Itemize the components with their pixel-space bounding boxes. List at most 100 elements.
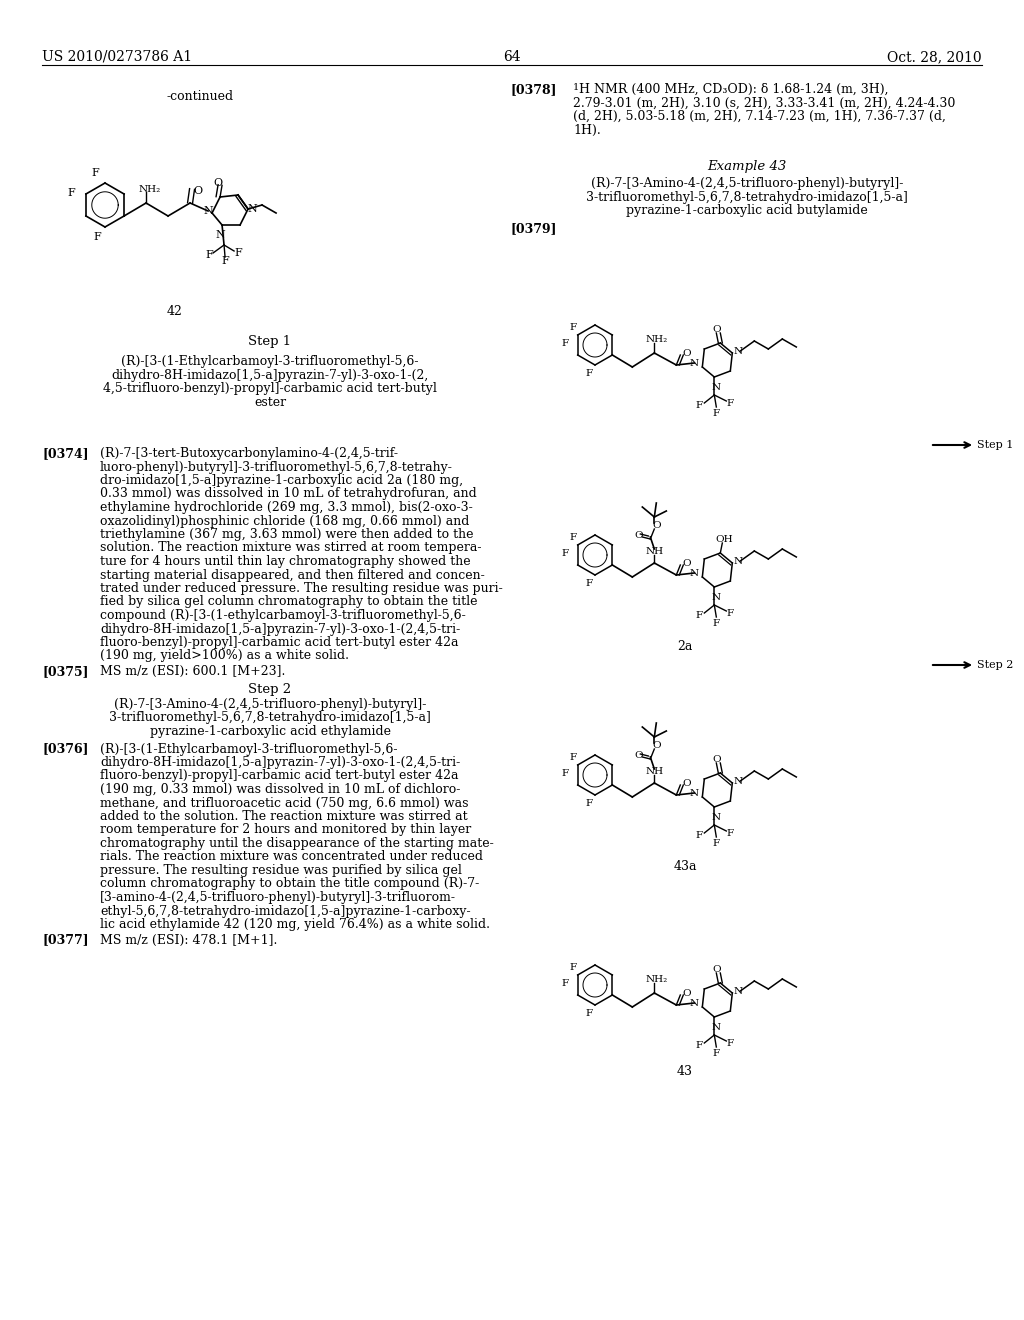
Text: dihydro-8H-imidazo[1,5-a]pyrazin-7-yl)-3-oxo-1-(2,4,5-tri-: dihydro-8H-imidazo[1,5-a]pyrazin-7-yl)-3… <box>100 756 460 770</box>
Text: OH: OH <box>716 535 733 544</box>
Text: 1H).: 1H). <box>573 124 601 136</box>
Text: F: F <box>713 619 720 627</box>
Text: [0378]: [0378] <box>510 83 556 96</box>
Text: NH: NH <box>645 546 664 556</box>
Text: N: N <box>690 998 699 1007</box>
Text: 64: 64 <box>503 50 521 63</box>
Text: F: F <box>561 338 568 347</box>
Text: [0374]: [0374] <box>42 447 89 459</box>
Text: N: N <box>734 776 742 785</box>
Text: F: F <box>727 1039 734 1048</box>
Text: room temperature for 2 hours and monitored by thin layer: room temperature for 2 hours and monitor… <box>100 824 471 837</box>
Text: 0.33 mmol) was dissolved in 10 mL of tetrahydrofuran, and: 0.33 mmol) was dissolved in 10 mL of tet… <box>100 487 477 500</box>
Text: F: F <box>586 370 593 379</box>
Text: O: O <box>634 751 643 759</box>
Text: 2.79-3.01 (m, 2H), 3.10 (s, 2H), 3.33-3.41 (m, 2H), 4.24-4.30: 2.79-3.01 (m, 2H), 3.10 (s, 2H), 3.33-3.… <box>573 96 955 110</box>
Text: N: N <box>215 230 225 240</box>
Text: 3-trifluoromethyl-5,6,7,8-tetrahydro-imidazo[1,5-a]: 3-trifluoromethyl-5,6,7,8-tetrahydro-imi… <box>110 711 431 725</box>
Text: NH₂: NH₂ <box>139 186 161 194</box>
Text: fluoro-benzyl)-propyl]-carbamic acid tert-butyl ester 42a: fluoro-benzyl)-propyl]-carbamic acid ter… <box>100 770 459 783</box>
Text: N: N <box>690 569 699 578</box>
Text: F: F <box>221 256 229 267</box>
Text: F: F <box>727 609 734 618</box>
Text: NH₂: NH₂ <box>645 974 668 983</box>
Text: starting material disappeared, and then filtered and concen-: starting material disappeared, and then … <box>100 569 484 582</box>
Text: column chromatography to obtain the title compound (R)-7-: column chromatography to obtain the titl… <box>100 878 479 891</box>
Text: N: N <box>247 205 257 214</box>
Text: oxazolidinyl)phosphinic chloride (168 mg, 0.66 mmol) and: oxazolidinyl)phosphinic chloride (168 mg… <box>100 515 469 528</box>
Text: 42: 42 <box>167 305 183 318</box>
Text: triethylamine (367 mg, 3.63 mmol) were then added to the: triethylamine (367 mg, 3.63 mmol) were t… <box>100 528 473 541</box>
Text: O: O <box>712 755 721 763</box>
Text: Step 2: Step 2 <box>977 660 1014 671</box>
Text: N: N <box>690 788 699 797</box>
Text: F: F <box>561 549 568 557</box>
Text: F: F <box>586 579 593 589</box>
Text: ester: ester <box>254 396 286 408</box>
Text: F: F <box>569 754 577 763</box>
Text: F: F <box>695 1040 702 1049</box>
Text: F: F <box>727 399 734 408</box>
Text: NH: NH <box>645 767 664 776</box>
Text: luoro-phenyl)-butyryl]-3-trifluoromethyl-5,6,7,8-tetrahy-: luoro-phenyl)-butyryl]-3-trifluoromethyl… <box>100 461 453 474</box>
Text: O: O <box>682 989 690 998</box>
Text: ethylamine hydrochloride (269 mg, 3.3 mmol), bis(2-oxo-3-: ethylamine hydrochloride (269 mg, 3.3 mm… <box>100 502 473 513</box>
Text: F: F <box>695 830 702 840</box>
Text: O: O <box>682 348 690 358</box>
Text: N: N <box>712 383 721 392</box>
Text: (R)-7-[3-Amino-4-(2,4,5-trifluoro-phenyl)-butyryl]-: (R)-7-[3-Amino-4-(2,4,5-trifluoro-phenyl… <box>114 698 426 711</box>
Text: (R)-[3-(1-Ethylcarbamoyl-3-trifluoromethyl-5,6-: (R)-[3-(1-Ethylcarbamoyl-3-trifluorometh… <box>121 355 419 368</box>
Text: N: N <box>712 593 721 602</box>
Text: dihydro-8H-imidazo[1,5-a]pyrazin-7-yl)-3-oxo-1-(2,4,5-tri-: dihydro-8H-imidazo[1,5-a]pyrazin-7-yl)-3… <box>100 623 460 635</box>
Text: H NMR (400 MHz, CD₃OD): δ 1.68-1.24 (m, 3H),: H NMR (400 MHz, CD₃OD): δ 1.68-1.24 (m, … <box>579 83 889 96</box>
Text: O: O <box>682 779 690 788</box>
Text: (R)-7-[3-tert-Butoxycarbonylamino-4-(2,4,5-trif-: (R)-7-[3-tert-Butoxycarbonylamino-4-(2,4… <box>100 447 398 459</box>
Text: N: N <box>203 206 213 216</box>
Text: N: N <box>712 1023 721 1031</box>
Text: added to the solution. The reaction mixture was stirred at: added to the solution. The reaction mixt… <box>100 810 468 822</box>
Text: ture for 4 hours until thin lay chromatography showed the: ture for 4 hours until thin lay chromato… <box>100 554 471 568</box>
Text: fied by silica gel column chromatography to obtain the title: fied by silica gel column chromatography… <box>100 595 477 609</box>
Text: N: N <box>712 813 721 821</box>
Text: fluoro-benzyl)-propyl]-carbamic acid tert-butyl ester 42a: fluoro-benzyl)-propyl]-carbamic acid ter… <box>100 636 459 649</box>
Text: -continued: -continued <box>167 90 233 103</box>
Text: 2a: 2a <box>677 640 692 653</box>
Text: ethyl-5,6,7,8-tetrahydro-imidazo[1,5-a]pyrazine-1-carboxy-: ethyl-5,6,7,8-tetrahydro-imidazo[1,5-a]p… <box>100 904 471 917</box>
Text: O: O <box>712 965 721 974</box>
Text: F: F <box>93 232 101 242</box>
Text: US 2010/0273786 A1: US 2010/0273786 A1 <box>42 50 193 63</box>
Text: chromatography until the disappearance of the starting mate-: chromatography until the disappearance o… <box>100 837 494 850</box>
Text: F: F <box>569 964 577 973</box>
Text: F: F <box>586 1010 593 1019</box>
Text: 4,5-trifluoro-benzyl)-propyl]-carbamic acid tert-butyl: 4,5-trifluoro-benzyl)-propyl]-carbamic a… <box>103 381 437 395</box>
Text: dihydro-8H-imidazo[1,5-a]pyrazin-7-yl)-3-oxo-1-(2,: dihydro-8H-imidazo[1,5-a]pyrazin-7-yl)-3… <box>112 368 429 381</box>
Text: pyrazine-1-carboxylic acid ethylamide: pyrazine-1-carboxylic acid ethylamide <box>150 725 390 738</box>
Text: F: F <box>695 400 702 409</box>
Text: Step 1: Step 1 <box>249 335 292 348</box>
Text: F: F <box>695 610 702 619</box>
Text: F: F <box>68 187 75 198</box>
Text: MS m/z (ESI): 600.1 [M+23].: MS m/z (ESI): 600.1 [M+23]. <box>100 665 286 678</box>
Text: O: O <box>213 178 222 187</box>
Text: lic acid ethylamide 42 (120 mg, yield 76.4%) as a white solid.: lic acid ethylamide 42 (120 mg, yield 76… <box>100 917 490 931</box>
Text: Step 2: Step 2 <box>249 682 292 696</box>
Text: (R)-7-[3-Amino-4-(2,4,5-trifluoro-phenyl)-butyryl]-: (R)-7-[3-Amino-4-(2,4,5-trifluoro-phenyl… <box>591 177 903 190</box>
Text: O: O <box>634 531 643 540</box>
Text: rials. The reaction mixture was concentrated under reduced: rials. The reaction mixture was concentr… <box>100 850 483 863</box>
Text: [0377]: [0377] <box>42 933 89 946</box>
Text: trated under reduced pressure. The resulting residue was puri-: trated under reduced pressure. The resul… <box>100 582 503 595</box>
Text: F: F <box>727 829 734 837</box>
Text: N: N <box>734 557 742 565</box>
Text: O: O <box>712 325 721 334</box>
Text: O: O <box>682 558 690 568</box>
Text: F: F <box>234 248 242 257</box>
Text: pyrazine-1-carboxylic acid butylamide: pyrazine-1-carboxylic acid butylamide <box>626 205 868 216</box>
Text: Example 43: Example 43 <box>708 160 786 173</box>
Text: F: F <box>205 249 213 260</box>
Text: (R)-[3-(1-Ethylcarbamoyl-3-trifluoromethyl-5,6-: (R)-[3-(1-Ethylcarbamoyl-3-trifluorometh… <box>100 742 397 755</box>
Text: pressure. The resulting residue was purified by silica gel: pressure. The resulting residue was puri… <box>100 865 462 876</box>
Text: NH₂: NH₂ <box>645 334 668 343</box>
Text: 43: 43 <box>677 1065 693 1078</box>
Text: MS m/z (ESI): 478.1 [M+1].: MS m/z (ESI): 478.1 [M+1]. <box>100 933 278 946</box>
Text: [0375]: [0375] <box>42 665 88 678</box>
